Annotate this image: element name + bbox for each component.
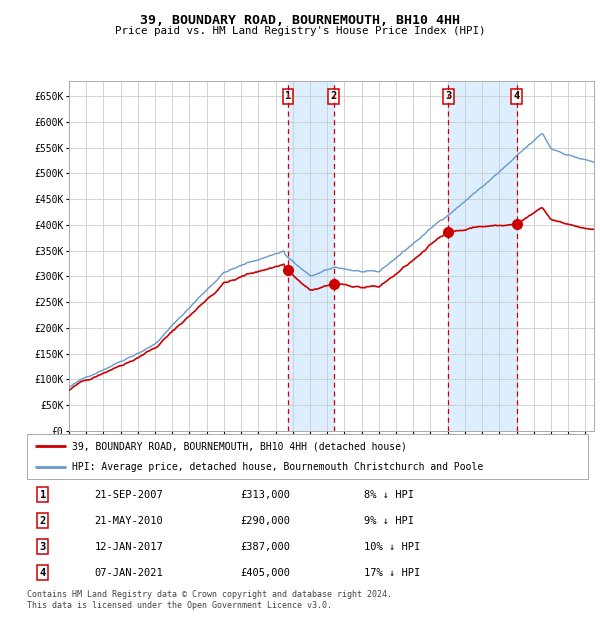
Text: Price paid vs. HM Land Registry's House Price Index (HPI): Price paid vs. HM Land Registry's House … xyxy=(115,26,485,36)
Bar xyxy=(288,81,334,431)
Text: £290,000: £290,000 xyxy=(240,516,290,526)
Text: 21-MAY-2010: 21-MAY-2010 xyxy=(94,516,163,526)
Text: £387,000: £387,000 xyxy=(240,542,290,552)
Text: 07-JAN-2021: 07-JAN-2021 xyxy=(94,568,163,578)
Text: 4: 4 xyxy=(40,568,46,578)
Text: 12-JAN-2017: 12-JAN-2017 xyxy=(94,542,163,552)
Text: 3: 3 xyxy=(40,542,46,552)
Text: 3: 3 xyxy=(445,91,451,101)
Text: £405,000: £405,000 xyxy=(240,568,290,578)
Text: 4: 4 xyxy=(514,91,520,101)
Text: 21-SEP-2007: 21-SEP-2007 xyxy=(94,490,163,500)
Text: 1: 1 xyxy=(285,91,291,101)
Text: HPI: Average price, detached house, Bournemouth Christchurch and Poole: HPI: Average price, detached house, Bour… xyxy=(72,461,483,472)
Text: 2: 2 xyxy=(40,516,46,526)
Text: 8% ↓ HPI: 8% ↓ HPI xyxy=(364,490,413,500)
Text: 9% ↓ HPI: 9% ↓ HPI xyxy=(364,516,413,526)
Bar xyxy=(448,81,517,431)
Text: 17% ↓ HPI: 17% ↓ HPI xyxy=(364,568,420,578)
Text: 10% ↓ HPI: 10% ↓ HPI xyxy=(364,542,420,552)
Text: This data is licensed under the Open Government Licence v3.0.: This data is licensed under the Open Gov… xyxy=(27,601,332,611)
Text: 2: 2 xyxy=(331,91,337,101)
Text: £313,000: £313,000 xyxy=(240,490,290,500)
Text: 39, BOUNDARY ROAD, BOURNEMOUTH, BH10 4HH: 39, BOUNDARY ROAD, BOURNEMOUTH, BH10 4HH xyxy=(140,14,460,27)
Text: 39, BOUNDARY ROAD, BOURNEMOUTH, BH10 4HH (detached house): 39, BOUNDARY ROAD, BOURNEMOUTH, BH10 4HH… xyxy=(72,441,407,451)
Text: Contains HM Land Registry data © Crown copyright and database right 2024.: Contains HM Land Registry data © Crown c… xyxy=(27,590,392,600)
Text: 1: 1 xyxy=(40,490,46,500)
